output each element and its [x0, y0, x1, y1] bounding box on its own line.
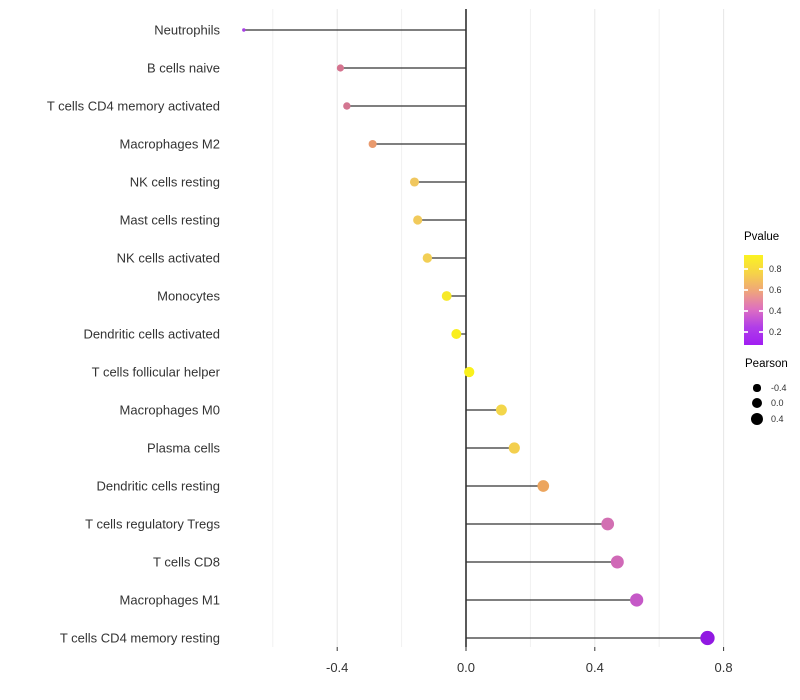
lollipop-dot	[368, 139, 377, 149]
y-axis-label: T cells follicular helper	[92, 365, 221, 380]
lollipop-dot	[464, 366, 475, 378]
y-axis-label: Monocytes	[157, 289, 220, 304]
y-axis-label: Dendritic cells resting	[96, 479, 220, 494]
x-axis-tick-label: 0.4	[586, 660, 604, 675]
lollipop-dot	[242, 28, 246, 32]
lollipop-dot	[451, 328, 462, 340]
y-axis-label: Macrophages M1	[120, 593, 220, 608]
x-axis-tick-label: -0.4	[326, 660, 348, 675]
lollipop-dot	[495, 404, 507, 416]
y-axis-label: Dendritic cells activated	[83, 327, 220, 342]
lollipop-dot	[610, 555, 624, 569]
lollipop-dot	[336, 64, 345, 72]
lollipop-dot	[409, 177, 420, 187]
lollipop-dot	[422, 253, 433, 263]
lollipop-dot	[441, 291, 452, 301]
y-axis-label: T cells CD4 memory activated	[47, 99, 220, 114]
y-axis-label: Neutrophils	[154, 23, 220, 38]
y-axis-label: T cells CD8	[153, 555, 220, 570]
y-axis-label: T cells regulatory Tregs	[85, 517, 220, 532]
y-axis-label: Macrophages M2	[120, 137, 220, 152]
y-axis-label: NK cells resting	[130, 175, 220, 190]
lollipop-dot	[700, 630, 715, 646]
y-axis-label: T cells CD4 memory resting	[60, 631, 220, 646]
y-axis-label: Plasma cells	[147, 441, 220, 456]
lollipop-dot	[508, 442, 520, 454]
y-axis-label: B cells naive	[147, 61, 220, 76]
lollipop-dot	[601, 517, 615, 531]
y-axis-label: NK cells activated	[117, 251, 220, 266]
lollipop-dot	[537, 480, 550, 492]
lollipop-dot	[630, 593, 644, 607]
y-axis-label: Macrophages M0	[120, 403, 220, 418]
lollipop-dot	[343, 102, 351, 110]
x-axis-tick-label: 0.0	[457, 660, 475, 675]
lollipop-dot	[413, 215, 423, 225]
x-axis-tick-label: 0.8	[715, 660, 733, 675]
y-axis-label: Mast cells resting	[120, 213, 220, 228]
